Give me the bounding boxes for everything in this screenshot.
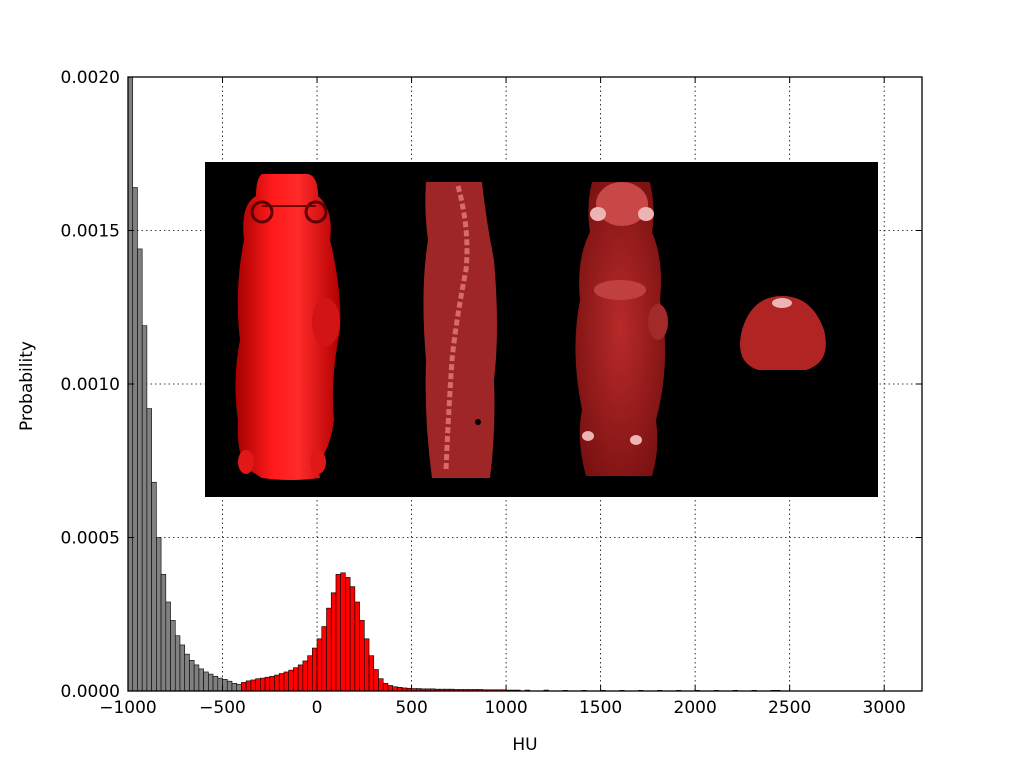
histogram-bar xyxy=(345,577,351,691)
histogram-bar xyxy=(387,685,393,691)
histogram-bar xyxy=(250,679,256,691)
histogram-bar xyxy=(222,679,228,691)
x-tick-label: 3000 xyxy=(863,698,906,718)
histogram-bar xyxy=(226,680,233,691)
histogram-bar xyxy=(274,674,280,691)
histogram-bar xyxy=(312,647,318,691)
histogram-bar xyxy=(170,620,176,691)
histogram-bar xyxy=(189,659,195,691)
histogram-bar xyxy=(316,638,323,691)
histogram-bar xyxy=(236,683,242,691)
x-tick-label: 2000 xyxy=(674,698,717,718)
sagittal-slice xyxy=(423,182,497,478)
y-tick-label: 0.0000 xyxy=(61,682,120,702)
histogram-bar xyxy=(217,677,223,691)
histogram-bar xyxy=(146,408,152,691)
histogram-bar xyxy=(330,592,337,691)
histogram-bar xyxy=(208,673,214,691)
histogram-bar xyxy=(198,668,204,691)
y-tick-label: 0.0015 xyxy=(61,222,120,242)
x-tick-label: 500 xyxy=(395,698,427,718)
y-tick-label: 0.0005 xyxy=(61,529,120,549)
histogram-bar xyxy=(255,678,261,691)
histogram-bar xyxy=(231,683,238,691)
histogram-bar xyxy=(179,644,186,691)
histogram-bar xyxy=(132,187,138,691)
histogram-bar xyxy=(264,676,271,691)
histogram-bar xyxy=(203,671,209,691)
x-tick-label: 1000 xyxy=(484,698,527,718)
histogram-bar xyxy=(241,682,247,691)
histogram-bar xyxy=(326,607,332,691)
histogram-bar xyxy=(278,673,285,691)
coronal-slice xyxy=(575,182,668,476)
histogram-bar xyxy=(156,537,162,691)
x-tick-label: 2500 xyxy=(768,698,811,718)
histogram-bar xyxy=(165,601,171,691)
histogram-bar xyxy=(293,667,299,691)
histogram-bar xyxy=(373,669,379,691)
3d-surface-render xyxy=(235,174,341,480)
histogram-bar xyxy=(260,677,266,691)
histogram-bar xyxy=(184,653,190,691)
y-axis-title: Probability xyxy=(17,341,37,431)
histogram-bar xyxy=(378,678,384,691)
histogram-bar xyxy=(307,655,313,691)
histogram-bar xyxy=(174,635,181,691)
histogram-bar xyxy=(354,601,360,691)
histogram-bar xyxy=(212,675,219,691)
histogram-bar xyxy=(359,620,365,691)
histogram-bar xyxy=(288,669,294,691)
histogram-bar xyxy=(364,638,370,691)
x-axis-title: HU xyxy=(512,735,537,755)
histogram-bar xyxy=(297,664,304,691)
histogram-bar xyxy=(151,481,157,691)
y-axis-ticks: 0.0000 0.0005 0.0010 0.0015 0.0020 xyxy=(61,68,922,702)
x-axis-ticks: −1000 −500 0 500 1000 1500 2000 2500 3000 xyxy=(99,77,906,718)
histogram-bar xyxy=(160,574,167,691)
x-tick-label: 1500 xyxy=(579,698,622,718)
histogram-bar xyxy=(335,574,341,691)
histogram-bar xyxy=(141,325,148,691)
histogram-bar xyxy=(137,248,143,691)
x-tick-label: −500 xyxy=(199,698,246,718)
histogram-bar xyxy=(193,664,200,691)
ct-inset-image xyxy=(205,162,878,497)
histogram-bar xyxy=(283,671,289,691)
x-tick-label: 0 xyxy=(312,698,323,718)
histogram-bar xyxy=(245,680,252,691)
histogram-bar xyxy=(321,626,327,691)
x-tick-label: −1000 xyxy=(99,698,157,718)
y-tick-label: 0.0020 xyxy=(61,68,120,88)
y-tick-label: 0.0010 xyxy=(61,375,120,395)
histogram-bar xyxy=(302,660,308,691)
axial-slice xyxy=(740,296,826,370)
histogram-bar xyxy=(269,675,275,691)
histogram-bar xyxy=(349,586,356,691)
histogram-bar xyxy=(368,655,375,691)
histogram-bar xyxy=(340,572,346,691)
histogram-bar xyxy=(382,683,389,691)
